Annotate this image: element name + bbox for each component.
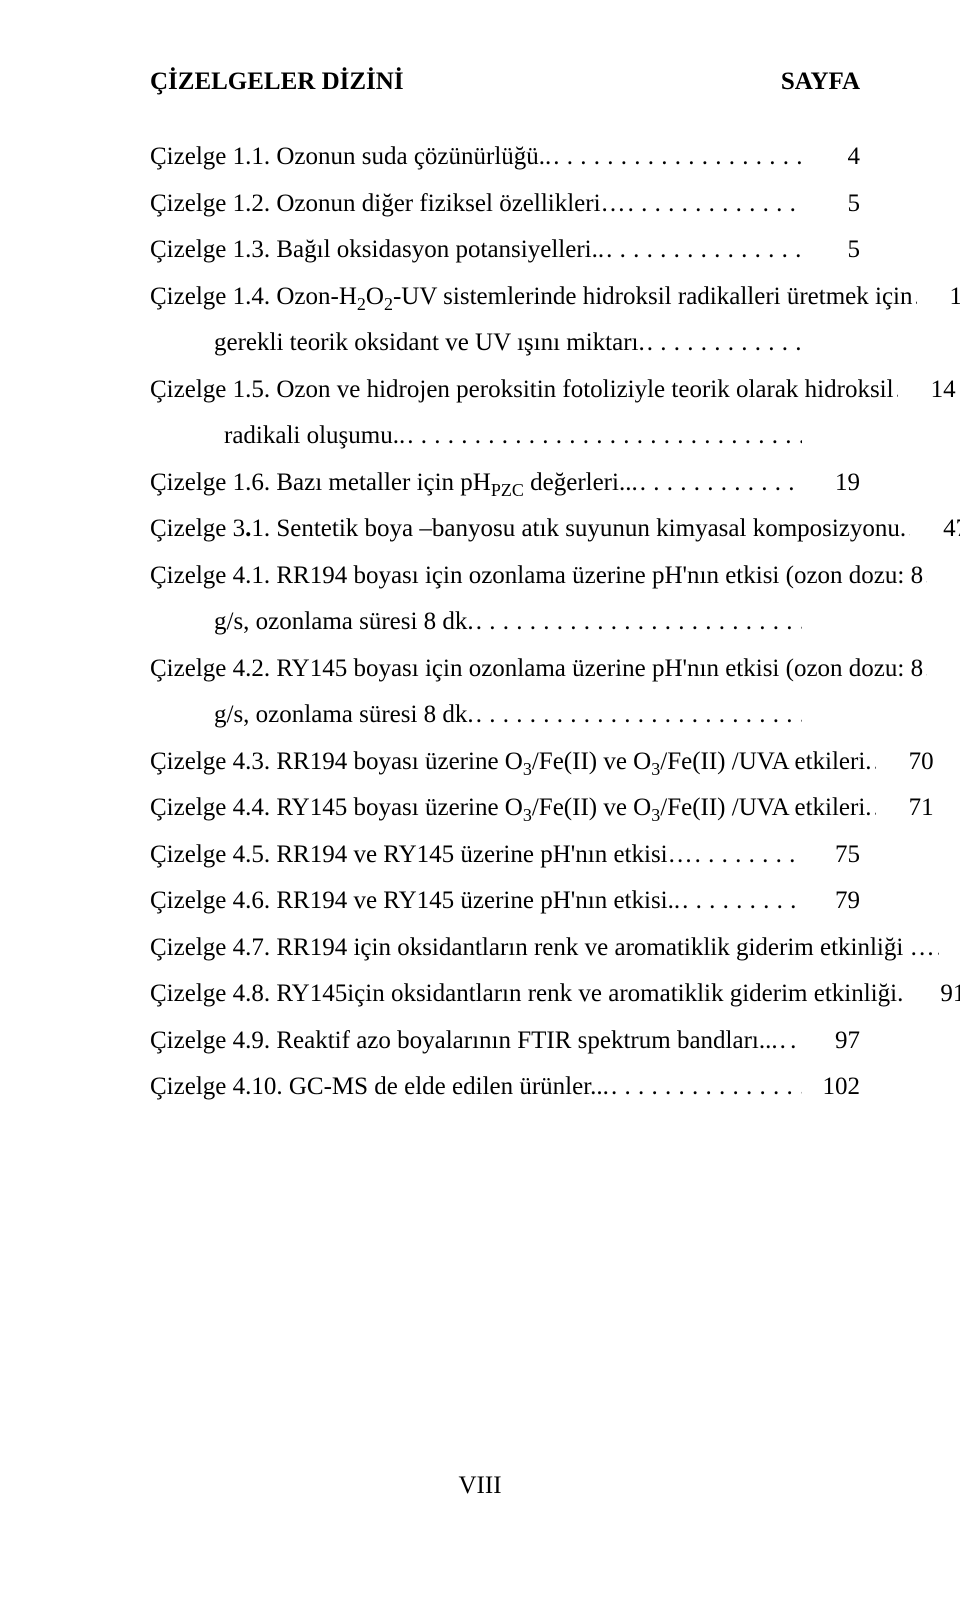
toc-line: Çizelge 1.3. Bağıl oksidasyon potansiyel… (150, 227, 860, 274)
leader-dots (474, 599, 802, 646)
toc-text: Çizelge 1.5. Ozon ve hidrojen peroksitin… (150, 367, 894, 414)
toc-line: Çizelge 4.10. GC-MS de elde edilen ürünl… (150, 1064, 860, 1111)
toc-page-number: 56 (927, 646, 960, 693)
toc-text: Çizelge 1.1. Ozonun suda çözünürlüğü.. (150, 134, 551, 181)
leader-dots (474, 692, 802, 739)
toc-text: g/s, ozonlama süresi 8 dk. (150, 692, 474, 739)
toc-text: Çizelge 4.3. RR194 boyası üzerine O3/Fe(… (150, 739, 872, 786)
toc-line: Çizelge 4.9. Reaktif azo boyalarının FTI… (150, 1018, 860, 1065)
toc-text: Çizelge 1.4. Ozon-H2O2-UV sistemlerinde … (150, 274, 913, 321)
toc-line: g/s, ozonlama süresi 8 dk. (150, 599, 860, 646)
toc-entry: Çizelge 1.1. Ozonun suda çözünürlüğü.. 4 (150, 134, 860, 181)
toc-page-number: 5 (802, 227, 860, 274)
toc-line: Çizelge 1.4. Ozon-H2O2-UV sistemlerinde … (150, 274, 860, 321)
page-column-label: SAYFA (781, 68, 860, 96)
toc-text: Çizelge 4.5. RR194 ve RY145 üzerine pH'n… (150, 832, 693, 879)
toc-page-number: 91 (907, 971, 960, 1018)
toc-line: Çizelge 1.6. Bazı metaller için pHPZC de… (150, 460, 860, 507)
toc-entry: Çizelge 1.3. Bağıl oksidasyon potansiyel… (150, 227, 860, 274)
leader-dots (645, 320, 802, 367)
toc-page-number: 14 (898, 367, 956, 414)
toc-line: Çizelge 1.5. Ozon ve hidrojen peroksitin… (150, 367, 860, 414)
toc-line: Çizelge 4.7. RR194 için oksidantların re… (150, 925, 860, 972)
toc-page-number: 79 (802, 878, 860, 925)
toc-entry: Çizelge 1.4. Ozon-H2O2-UV sistemlerinde … (150, 274, 860, 367)
toc-text: Çizelge 3.1. Sentetik boya –banyosu atık… (150, 506, 906, 553)
toc-line: Çizelge 4.5. RR194 ve RY145 üzerine pH'n… (150, 832, 860, 879)
list-title: ÇİZELGELER DİZİNİ (150, 68, 404, 96)
toc-page-number: 14 (917, 274, 960, 321)
toc-entry: Çizelge 1.6. Bazı metaller için pHPZC de… (150, 460, 860, 507)
toc-entry: Çizelge 1.5. Ozon ve hidrojen peroksitin… (150, 367, 860, 460)
toc-text: Çizelge 1.3. Bağıl oksidasyon potansiyel… (150, 227, 604, 274)
toc-entry: Çizelge 4.4. RY145 boyası üzerine O3/Fe(… (150, 785, 860, 832)
toc-text: Çizelge 4.10. GC-MS de elde edilen ürünl… (150, 1064, 609, 1111)
toc-text: Çizelge 4.6. RR194 ve RY145 üzerine pH'n… (150, 878, 680, 925)
toc-line: gerekli teorik oksidant ve UV ışını mikt… (150, 320, 860, 367)
page-container: ÇİZELGELER DİZİNİ SAYFA Çizelge 1.1. Ozo… (0, 0, 960, 1111)
leader-dots (405, 413, 802, 460)
toc-text: Çizelge 4.1. RR194 boyası için ozonlama … (150, 553, 923, 600)
toc-text: Çizelge 1.2. Ozonun diğer fiziksel özell… (150, 181, 626, 228)
toc-line: Çizelge 1.2. Ozonun diğer fiziksel özell… (150, 181, 860, 228)
toc-entry: Çizelge 4.5. RR194 ve RY145 üzerine pH'n… (150, 832, 860, 879)
header-row: ÇİZELGELER DİZİNİ SAYFA (150, 68, 860, 96)
toc-line: Çizelge 1.1. Ozonun suda çözünürlüğü.. 4 (150, 134, 860, 181)
toc-page-number: 71 (876, 785, 934, 832)
toc-entry: Çizelge 4.6. RR194 ve RY145 üzerine pH'n… (150, 878, 860, 925)
toc-text: Çizelge 4.2. RY145 boyası için ozonlama … (150, 646, 923, 693)
toc-entry: Çizelge 4.8. RY145için oksidantların ren… (150, 971, 860, 1018)
toc-line: Çizelge 4.3. RR194 boyası üzerine O3/Fe(… (150, 739, 860, 786)
toc-line: Çizelge 4.8. RY145için oksidantların ren… (150, 971, 860, 1018)
toc-page-number: 75 (802, 832, 860, 879)
toc-text: radikali oluşumu.. (150, 413, 405, 460)
leader-dots (680, 878, 802, 925)
toc-entry: Çizelge 4.10. GC-MS de elde edilen ürünl… (150, 1064, 860, 1111)
toc-text: Çizelge 4.9. Reaktif azo boyalarının FTI… (150, 1018, 778, 1065)
toc-text: Çizelge 4.4. RY145 boyası üzerine O3/Fe(… (150, 785, 872, 832)
toc-page-number: 47 (910, 506, 960, 553)
toc-page-number: 97 (802, 1018, 860, 1065)
toc-text: g/s, ozonlama süresi 8 dk. (150, 599, 474, 646)
toc-text: Çizelge 4.8. RY145için oksidantların ren… (150, 971, 903, 1018)
toc-entry: Çizelge 4.2. RY145 boyası için ozonlama … (150, 646, 860, 739)
leader-dots (638, 460, 802, 507)
toc-entry: Çizelge 4.3. RR194 boyası üzerine O3/Fe(… (150, 739, 860, 786)
page-number: VIII (0, 1472, 960, 1500)
leader-dots (626, 181, 802, 228)
toc-entry: Çizelge 4.1. RR194 boyası için ozonlama … (150, 553, 860, 646)
toc-page-number: 5 (802, 181, 860, 228)
toc-page-number: 70 (876, 739, 934, 786)
leader-dots (551, 134, 802, 181)
toc-page-number: 54 (927, 553, 960, 600)
toc-line: Çizelge 4.1. RR194 boyası için ozonlama … (150, 553, 860, 600)
toc-entry: Çizelge 4.9. Reaktif azo boyalarının FTI… (150, 1018, 860, 1065)
toc-text: Çizelge 1.6. Bazı metaller için pHPZC de… (150, 460, 638, 507)
toc-page-number: 91 (939, 925, 960, 972)
leader-dots (778, 1018, 802, 1065)
toc-line: g/s, ozonlama süresi 8 dk. (150, 692, 860, 739)
toc-line: radikali oluşumu.. (150, 413, 860, 460)
toc-line: Çizelge 4.6. RR194 ve RY145 üzerine pH'n… (150, 878, 860, 925)
leader-dots (604, 227, 802, 274)
toc-line: Çizelge 4.2. RY145 boyası için ozonlama … (150, 646, 860, 693)
toc-text: Çizelge 4.7. RR194 için oksidantların re… (150, 925, 935, 972)
toc-entries: Çizelge 1.1. Ozonun suda çözünürlüğü..4Ç… (150, 134, 860, 1111)
toc-line: Çizelge 3.1. Sentetik boya –banyosu atık… (150, 506, 860, 553)
toc-text: gerekli teorik oksidant ve UV ışını mikt… (150, 320, 645, 367)
toc-entry: Çizelge 1.2. Ozonun diğer fiziksel özell… (150, 181, 860, 228)
toc-entry: Çizelge 3.1. Sentetik boya –banyosu atık… (150, 506, 860, 553)
leader-dots (693, 832, 802, 879)
toc-line: Çizelge 4.4. RY145 boyası üzerine O3/Fe(… (150, 785, 860, 832)
toc-page-number: 102 (802, 1064, 860, 1111)
toc-entry: Çizelge 4.7. RR194 için oksidantların re… (150, 925, 860, 972)
toc-page-number: 4 (802, 134, 860, 181)
toc-page-number: 19 (802, 460, 860, 507)
leader-dots (609, 1064, 802, 1111)
